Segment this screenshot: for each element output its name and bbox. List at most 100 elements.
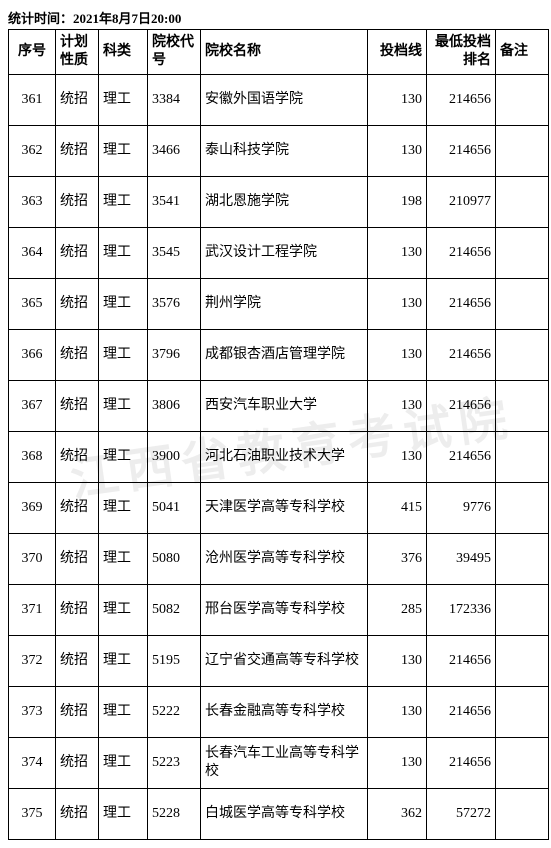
cell-code: 3900 — [148, 432, 201, 483]
cell-name: 荆州学院 — [201, 279, 368, 330]
col-score-header: 投档线 — [368, 30, 427, 75]
col-note-header: 备注 — [496, 30, 549, 75]
cell-seq: 370 — [9, 534, 56, 585]
cell-rank: 214656 — [427, 687, 496, 738]
cell-name: 武汉设计工程学院 — [201, 228, 368, 279]
cell-rank: 39495 — [427, 534, 496, 585]
cell-code: 5222 — [148, 687, 201, 738]
cell-rank: 214656 — [427, 228, 496, 279]
cell-note — [496, 483, 549, 534]
cell-rank: 214656 — [427, 330, 496, 381]
cell-name: 河北石油职业技术大学 — [201, 432, 368, 483]
cell-code: 3576 — [148, 279, 201, 330]
col-cat-header: 科类 — [99, 30, 148, 75]
cell-seq: 364 — [9, 228, 56, 279]
table-row: 372统招理工5195辽宁省交通高等专科学校130214656 — [9, 636, 549, 687]
cell-seq: 374 — [9, 738, 56, 789]
cell-score: 130 — [368, 126, 427, 177]
cell-cat: 理工 — [99, 177, 148, 228]
cell-plan: 统招 — [56, 534, 99, 585]
cell-name: 天津医学高等专科学校 — [201, 483, 368, 534]
cell-name: 白城医学高等专科学校 — [201, 789, 368, 840]
cell-code: 5041 — [148, 483, 201, 534]
table-row: 374统招理工5223长春汽车工业高等专科学校130214656 — [9, 738, 549, 789]
cell-plan: 统招 — [56, 738, 99, 789]
cell-seq: 375 — [9, 789, 56, 840]
cell-seq: 363 — [9, 177, 56, 228]
admission-table: 序号 计划性质 科类 院校代号 院校名称 投档线 最低投档排名 备注 361统招… — [8, 29, 549, 840]
cell-rank: 214656 — [427, 279, 496, 330]
cell-rank: 9776 — [427, 483, 496, 534]
cell-rank: 214656 — [427, 738, 496, 789]
cell-note — [496, 75, 549, 126]
table-row: 361统招理工3384安徽外国语学院130214656 — [9, 75, 549, 126]
cell-code: 3806 — [148, 381, 201, 432]
cell-score: 130 — [368, 228, 427, 279]
cell-plan: 统招 — [56, 585, 99, 636]
cell-code: 5082 — [148, 585, 201, 636]
cell-note — [496, 738, 549, 789]
cell-plan: 统招 — [56, 126, 99, 177]
cell-cat: 理工 — [99, 585, 148, 636]
cell-code: 5195 — [148, 636, 201, 687]
cell-cat: 理工 — [99, 789, 148, 840]
table-row: 368统招理工3900河北石油职业技术大学130214656 — [9, 432, 549, 483]
cell-score: 130 — [368, 279, 427, 330]
cell-plan: 统招 — [56, 228, 99, 279]
cell-seq: 371 — [9, 585, 56, 636]
cell-note — [496, 636, 549, 687]
cell-score: 130 — [368, 636, 427, 687]
cell-code: 5223 — [148, 738, 201, 789]
cell-code: 3466 — [148, 126, 201, 177]
table-row: 362统招理工3466泰山科技学院130214656 — [9, 126, 549, 177]
cell-rank: 214656 — [427, 432, 496, 483]
cell-cat: 理工 — [99, 687, 148, 738]
timestamp-label: 统计时间：2021年8月7日20:00 — [8, 8, 543, 27]
cell-rank: 57272 — [427, 789, 496, 840]
cell-code: 5228 — [148, 789, 201, 840]
cell-note — [496, 687, 549, 738]
cell-plan: 统招 — [56, 789, 99, 840]
cell-score: 130 — [368, 330, 427, 381]
cell-score: 362 — [368, 789, 427, 840]
cell-name: 沧州医学高等专科学校 — [201, 534, 368, 585]
cell-seq: 368 — [9, 432, 56, 483]
cell-plan: 统招 — [56, 483, 99, 534]
col-seq-header: 序号 — [9, 30, 56, 75]
cell-code: 3796 — [148, 330, 201, 381]
cell-cat: 理工 — [99, 228, 148, 279]
cell-rank: 214656 — [427, 126, 496, 177]
cell-seq: 365 — [9, 279, 56, 330]
cell-note — [496, 534, 549, 585]
cell-cat: 理工 — [99, 636, 148, 687]
cell-note — [496, 789, 549, 840]
cell-score: 285 — [368, 585, 427, 636]
cell-rank: 210977 — [427, 177, 496, 228]
cell-note — [496, 126, 549, 177]
cell-note — [496, 279, 549, 330]
cell-score: 130 — [368, 381, 427, 432]
cell-code: 3384 — [148, 75, 201, 126]
cell-score: 130 — [368, 432, 427, 483]
cell-score: 415 — [368, 483, 427, 534]
cell-seq: 373 — [9, 687, 56, 738]
cell-plan: 统招 — [56, 75, 99, 126]
cell-rank: 214656 — [427, 636, 496, 687]
cell-score: 130 — [368, 75, 427, 126]
cell-score: 198 — [368, 177, 427, 228]
cell-name: 泰山科技学院 — [201, 126, 368, 177]
cell-note — [496, 228, 549, 279]
cell-seq: 361 — [9, 75, 56, 126]
table-row: 369统招理工5041天津医学高等专科学校4159776 — [9, 483, 549, 534]
header-row: 序号 计划性质 科类 院校代号 院校名称 投档线 最低投档排名 备注 — [9, 30, 549, 75]
table-row: 367统招理工3806西安汽车职业大学130214656 — [9, 381, 549, 432]
cell-rank: 214656 — [427, 381, 496, 432]
cell-plan: 统招 — [56, 381, 99, 432]
cell-cat: 理工 — [99, 126, 148, 177]
cell-cat: 理工 — [99, 534, 148, 585]
table-row: 363统招理工3541湖北恩施学院198210977 — [9, 177, 549, 228]
cell-note — [496, 330, 549, 381]
cell-name: 安徽外国语学院 — [201, 75, 368, 126]
cell-plan: 统招 — [56, 177, 99, 228]
cell-seq: 369 — [9, 483, 56, 534]
